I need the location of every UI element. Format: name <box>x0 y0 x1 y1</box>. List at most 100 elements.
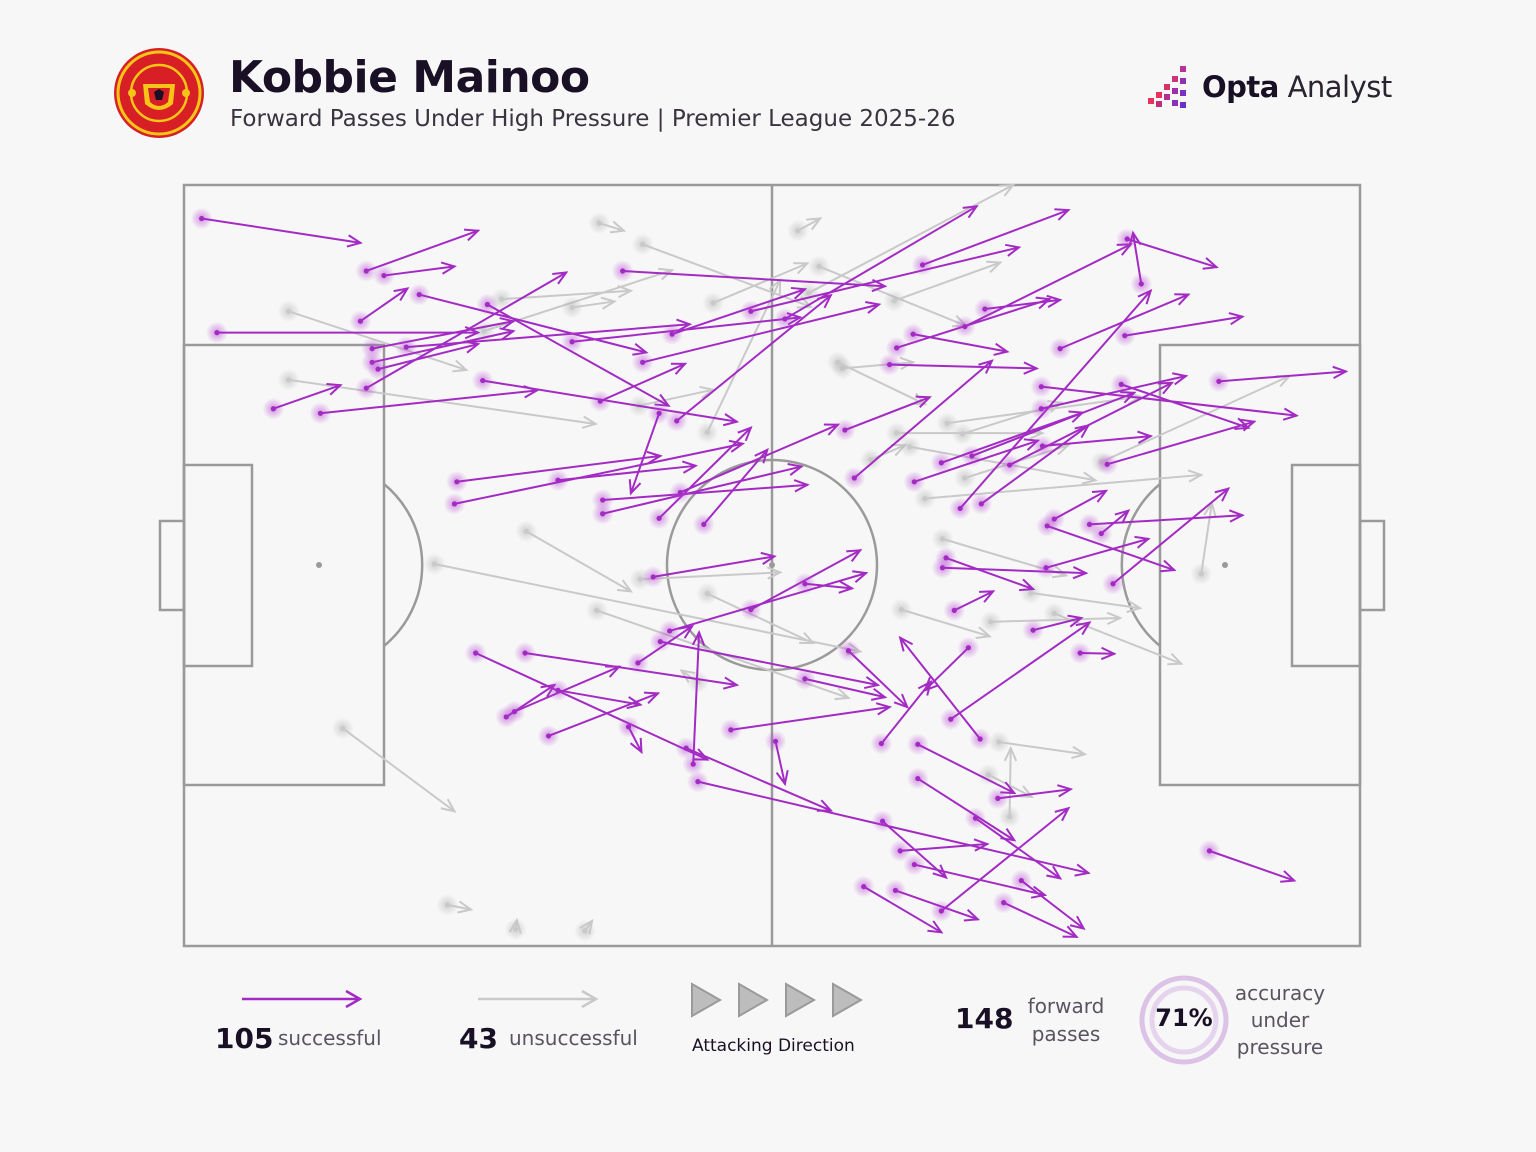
pass-arrowhead <box>678 625 695 639</box>
pass-line <box>1045 537 1150 569</box>
unsuccessful-pass <box>574 918 597 942</box>
pass-arrowhead <box>790 286 808 300</box>
pass-line <box>1046 524 1176 572</box>
successful-pass <box>514 642 740 690</box>
pass-line <box>659 640 879 686</box>
pass-arrowhead <box>870 687 888 701</box>
pass-line <box>749 246 1020 313</box>
pass-arrowhead <box>1072 566 1089 580</box>
pass-arrowhead <box>806 217 823 231</box>
pass-arrowhead <box>646 450 663 465</box>
pass-line <box>287 378 597 425</box>
successful-pass <box>943 590 996 622</box>
successful-pass <box>1036 514 1177 573</box>
pass-arrowhead <box>1106 611 1123 625</box>
pass-arrowhead <box>1167 652 1184 666</box>
pass-arrowhead <box>1023 361 1040 375</box>
pass-arrowhead <box>1074 863 1091 877</box>
unsuccessful-pass <box>885 422 1045 445</box>
pass-arrowhead <box>326 383 343 396</box>
pass-arrowhead <box>1157 381 1175 395</box>
pass-arrowhead <box>1091 489 1109 503</box>
successful-pass <box>906 767 1017 842</box>
successful-pass <box>970 424 1091 515</box>
successful-pass <box>935 546 1036 592</box>
pass-line <box>841 361 915 370</box>
pass-line <box>599 362 686 403</box>
pass-arrowhead <box>1174 293 1191 306</box>
pass-line <box>996 788 1072 800</box>
pass-line <box>1120 383 1250 429</box>
pass-line <box>997 741 1086 756</box>
successful-pass <box>1128 230 1153 295</box>
pass-arrowhead <box>766 566 783 580</box>
pass-arrowhead <box>1228 509 1245 523</box>
pass-line <box>547 692 659 737</box>
pass-arrowhead <box>658 267 675 281</box>
pass-arrowhead <box>973 838 990 852</box>
successful-pass <box>1049 293 1191 360</box>
successful-pass <box>923 636 980 693</box>
centre-spot <box>769 562 775 568</box>
pass-line <box>696 780 1090 874</box>
pass-arrowhead <box>1134 535 1151 549</box>
successful-pass <box>591 462 804 525</box>
header: Kobbie Mainoo Forward Passes Under High … <box>0 0 1536 170</box>
pass-arrowhead <box>754 447 769 464</box>
pass-line <box>641 303 881 364</box>
successful-pass <box>878 353 1040 376</box>
pass-line <box>1041 435 1152 448</box>
pass-line <box>359 287 409 323</box>
pass-arrowhead <box>722 676 740 690</box>
successful-pass <box>443 439 746 515</box>
pass-line <box>1040 375 1187 410</box>
pass-arrowhead <box>986 260 1003 274</box>
successful-pass <box>669 423 841 504</box>
player-name-title: Kobbie Mainoo <box>229 52 590 103</box>
total-passes-count: 148 <box>955 1002 1014 1035</box>
unsuccessful-label: unsuccessful <box>509 1026 638 1050</box>
pass-arrowhead <box>523 385 540 399</box>
pass-line <box>638 388 715 407</box>
successful-pass <box>648 426 753 530</box>
pass-line <box>916 743 1016 795</box>
pass-arrowhead <box>440 261 457 275</box>
pass-line <box>1008 747 1012 818</box>
successful-pass <box>1207 365 1349 393</box>
pass-arrowhead <box>1202 257 1219 270</box>
pass-arrowhead <box>1000 827 1017 842</box>
pass-line <box>679 423 839 494</box>
pass-arrowhead <box>787 462 804 476</box>
accuracy-label-line: accuracy <box>1234 981 1326 1005</box>
pass-line <box>1002 901 1078 938</box>
pass-arrowhead <box>643 691 661 705</box>
pass-arrowhead <box>838 580 855 594</box>
pass-line <box>272 384 342 410</box>
pass-line <box>1217 370 1347 383</box>
pass-arrowhead <box>609 220 627 234</box>
pass-arrowhead <box>1282 407 1299 421</box>
pass-line <box>418 293 648 354</box>
pass-arrowhead <box>1062 925 1079 938</box>
pass-line <box>970 391 1136 457</box>
pass-line <box>847 649 909 709</box>
pass-line <box>940 807 1070 912</box>
successful-pass <box>773 205 979 330</box>
pass-arrowhead <box>834 687 851 701</box>
pass-arrowhead <box>1081 471 1098 485</box>
accuracy-label-line: pressure <box>1236 1035 1324 1059</box>
successful-pass <box>642 551 777 588</box>
pass-arrowhead <box>691 630 706 646</box>
pass-arrowhead <box>499 317 516 331</box>
successful-pass <box>628 402 671 496</box>
unsuccessful-pass <box>702 262 810 314</box>
pass-line <box>446 903 472 911</box>
pass-line <box>382 265 456 277</box>
pass-line <box>953 590 995 612</box>
pass-arrowhead <box>865 300 882 314</box>
pass-arrowhead <box>1067 614 1084 628</box>
pass-arrowhead <box>999 183 1016 197</box>
pass-arrowhead <box>616 579 634 593</box>
successful-pass <box>889 838 990 862</box>
pass-arrowhead <box>852 570 869 583</box>
